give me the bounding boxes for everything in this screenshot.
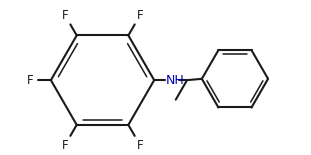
Text: F: F	[137, 9, 144, 22]
Text: F: F	[62, 9, 68, 22]
Text: NH: NH	[166, 74, 185, 87]
Text: F: F	[62, 139, 68, 152]
Text: F: F	[137, 139, 144, 152]
Text: F: F	[27, 74, 34, 87]
